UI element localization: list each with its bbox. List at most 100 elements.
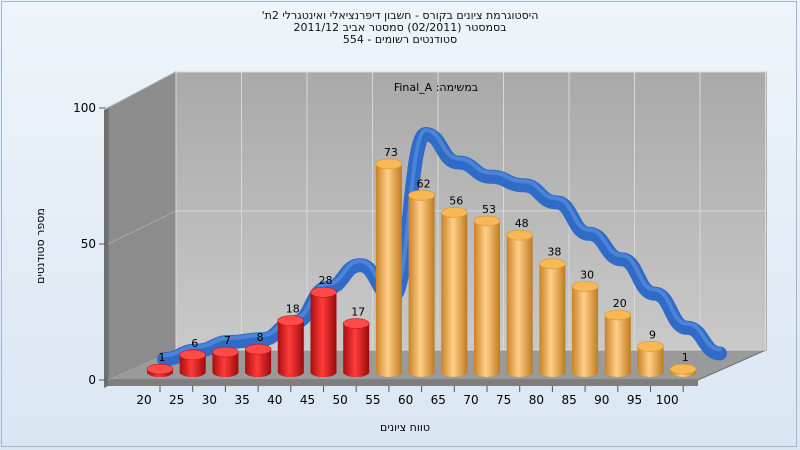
data-label: 17 bbox=[351, 306, 365, 319]
data-label: 9 bbox=[649, 328, 656, 341]
bar-85 bbox=[571, 281, 599, 377]
bar-top bbox=[375, 158, 403, 170]
bar-55 bbox=[375, 158, 403, 377]
bar-top bbox=[473, 215, 501, 227]
bar-top bbox=[571, 281, 599, 292]
bar-top bbox=[604, 309, 632, 321]
plot-left-wall bbox=[107, 71, 177, 381]
x-tick-label: 75 bbox=[496, 393, 511, 407]
bar-20 bbox=[146, 363, 174, 377]
x-tick-label: 25 bbox=[169, 393, 184, 407]
x-tick-label: 50 bbox=[333, 393, 348, 407]
x-tick-label: 35 bbox=[234, 393, 249, 407]
bar-top bbox=[244, 343, 272, 355]
bar-65 bbox=[440, 207, 468, 377]
x-tick-label: 95 bbox=[627, 393, 642, 407]
bar-70 bbox=[473, 215, 501, 377]
bar-35 bbox=[244, 343, 272, 377]
bar-90 bbox=[604, 309, 632, 377]
trend-line-highlight bbox=[162, 127, 722, 358]
grid-lines bbox=[107, 71, 766, 381]
x-tick-label: 60 bbox=[398, 393, 413, 407]
x-tick-label: 70 bbox=[463, 393, 478, 407]
data-label: 30 bbox=[580, 269, 594, 282]
bar-40 bbox=[277, 315, 305, 377]
chart-title-block: היסטוגרמת ציונים בקורס - חשבון דיפרנציאל… bbox=[0, 10, 800, 46]
bar-50 bbox=[342, 318, 370, 377]
data-label: 7 bbox=[224, 334, 231, 347]
bar-top bbox=[408, 190, 435, 201]
x-tick-labels: 20 25 30 35 40 45 50 55 60 65 70 75 80 85 90 95 100 bbox=[136, 386, 684, 407]
bar-top bbox=[637, 341, 664, 352]
grid-line-side bbox=[107, 71, 177, 109]
x-tick-label: 100 bbox=[656, 393, 679, 407]
x-tick-label: 80 bbox=[529, 393, 544, 407]
bar-body bbox=[637, 346, 664, 377]
bar-top bbox=[669, 363, 697, 375]
x-tick-label: 90 bbox=[594, 393, 609, 407]
bar-body bbox=[474, 220, 500, 377]
chart-subtitle-semester: בסמסטר (02/2011) סמסטר אביב 2011/12 bbox=[293, 21, 507, 34]
bar-body bbox=[539, 263, 566, 377]
y-tick-label: 100 bbox=[73, 101, 96, 115]
x-tick-label: 40 bbox=[267, 393, 282, 407]
trend-line bbox=[157, 127, 727, 367]
trend-band bbox=[157, 127, 727, 367]
bar-top bbox=[310, 286, 337, 298]
x-tick-label: 85 bbox=[561, 393, 576, 407]
plot-left-wall-edge bbox=[104, 108, 108, 388]
data-label: 8 bbox=[257, 331, 264, 344]
y-tick-label: 50 bbox=[81, 237, 96, 251]
x-tick-label: 65 bbox=[431, 393, 446, 407]
data-label: 56 bbox=[449, 194, 463, 207]
bar-100 bbox=[669, 363, 697, 377]
data-label: 48 bbox=[515, 217, 529, 230]
x-tick-label: 55 bbox=[365, 393, 380, 407]
x-tick-label: 45 bbox=[300, 393, 315, 407]
y-tick-label: 0 bbox=[88, 373, 96, 387]
data-label: 1 bbox=[682, 351, 689, 364]
bar-body bbox=[408, 195, 435, 377]
bar-top bbox=[342, 318, 370, 329]
data-label: 20 bbox=[613, 297, 627, 310]
bar-top bbox=[146, 363, 174, 375]
data-label: 28 bbox=[319, 274, 333, 287]
x-tick-label: 20 bbox=[136, 393, 151, 407]
data-label: 38 bbox=[547, 246, 561, 259]
chart-subtitle-students: סטודנטים רשומים - 554 bbox=[342, 33, 458, 46]
bar-30 bbox=[212, 346, 239, 377]
bar-top bbox=[539, 258, 566, 270]
bar-top bbox=[212, 346, 239, 358]
bar-body bbox=[375, 163, 402, 377]
bar-body bbox=[604, 315, 631, 377]
data-label: 53 bbox=[482, 203, 496, 216]
bar-top bbox=[277, 315, 305, 327]
bar-body bbox=[212, 352, 239, 377]
bar-80 bbox=[539, 258, 566, 377]
bar-body bbox=[245, 349, 272, 377]
x-tick-label: 30 bbox=[202, 393, 217, 407]
data-label: 73 bbox=[384, 146, 398, 159]
bar-top bbox=[440, 207, 468, 218]
data-label: 1 bbox=[159, 351, 166, 364]
bar-top bbox=[506, 229, 534, 241]
bar-60 bbox=[408, 190, 435, 377]
bar-95 bbox=[637, 341, 664, 377]
bar-body bbox=[441, 212, 468, 377]
data-label: 6 bbox=[191, 337, 198, 350]
bar-25 bbox=[179, 349, 206, 377]
data-labels-layer: 1 6 7 8 18 28 17 73 62 56 53 48 38 30 20 9 1 bbox=[159, 146, 689, 364]
plot-floor-front-edge bbox=[108, 380, 698, 386]
bar-75 bbox=[506, 229, 534, 377]
bar-body bbox=[506, 235, 533, 377]
bar-body bbox=[179, 354, 206, 377]
bars-layer bbox=[146, 158, 697, 377]
y-tick-labels: 0 50 100 bbox=[73, 101, 106, 387]
bar-45 bbox=[310, 286, 337, 377]
x-axis-title: טווח ציונים bbox=[380, 421, 430, 434]
bar-body bbox=[343, 323, 370, 377]
plot-annotation: במשימה: Final_A bbox=[394, 81, 478, 94]
bar-top bbox=[179, 349, 206, 361]
